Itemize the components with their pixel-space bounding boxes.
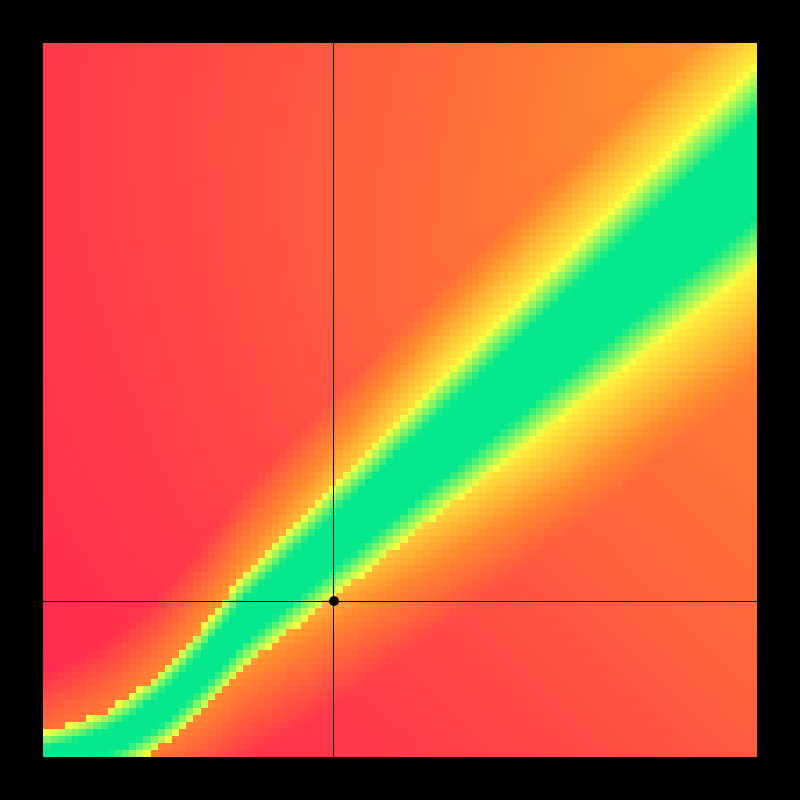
frame-bottom bbox=[0, 757, 800, 800]
frame-top bbox=[0, 0, 800, 43]
bottleneck-heatmap bbox=[43, 43, 757, 757]
crosshair-horizontal bbox=[43, 601, 757, 602]
crosshair-marker bbox=[329, 596, 339, 606]
frame-left bbox=[0, 0, 43, 800]
crosshair-vertical bbox=[333, 43, 334, 757]
frame-right bbox=[757, 0, 800, 800]
